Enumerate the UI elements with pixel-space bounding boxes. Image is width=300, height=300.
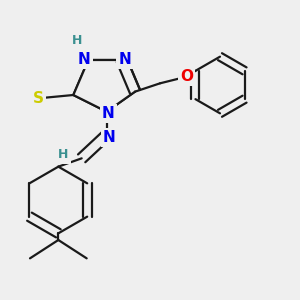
Text: N: N (78, 52, 91, 67)
Text: N: N (118, 52, 131, 67)
Text: O: O (180, 69, 193, 84)
Text: H: H (58, 148, 68, 161)
Text: H: H (71, 34, 82, 46)
Text: N: N (103, 130, 116, 145)
Text: S: S (33, 91, 44, 106)
Polygon shape (73, 60, 135, 112)
Text: N: N (102, 106, 115, 121)
